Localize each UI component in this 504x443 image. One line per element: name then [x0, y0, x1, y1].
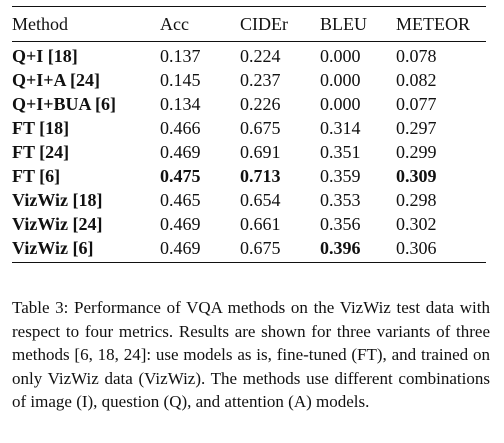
meteor-cell: 0.299 — [396, 142, 437, 162]
table-body: Q+I [18] 0.137 0.224 0.000 0.078 Q+I+A [24] 0.… — [12, 42, 486, 263]
acc-cell: 0.145 — [160, 70, 201, 90]
bleu-cell: 0.353 — [320, 190, 361, 210]
table-row: Q+I [18] 0.137 0.224 0.000 0.078 — [12, 42, 486, 69]
bleu-cell: 0.356 — [320, 214, 361, 234]
table-caption: Table 3: Performance of VQA methods on t… — [12, 298, 490, 411]
header-acc: Acc — [160, 6, 240, 42]
cider-cell: 0.675 — [240, 236, 320, 263]
bleu-cell: 0.314 — [320, 118, 361, 138]
header-meteor: METEOR — [396, 6, 486, 42]
table-row: VizWiz [24] 0.469 0.661 0.356 0.302 — [12, 212, 486, 236]
meteor-cell: 0.298 — [396, 190, 437, 210]
table-row: FT [18] 0.466 0.675 0.314 0.297 — [12, 116, 486, 140]
acc-cell: 0.469 — [160, 142, 201, 162]
meteor-cell: 0.082 — [396, 70, 437, 90]
bleu-cell: 0.351 — [320, 142, 361, 162]
meteor-cell: 0.302 — [396, 214, 437, 234]
bleu-cell: 0.000 — [320, 94, 361, 114]
table-row: VizWiz [6] 0.469 0.675 0.396 0.306 — [12, 236, 486, 263]
table-row: FT [24] 0.469 0.691 0.351 0.299 — [12, 140, 486, 164]
table-row: FT [6] 0.475 0.713 0.359 0.309 — [12, 164, 486, 188]
cider-cell: 0.226 — [240, 94, 281, 114]
cider-cell: 0.661 — [240, 214, 281, 234]
method-cell: Q+I [18] — [12, 46, 78, 66]
method-cell: FT [24] — [12, 142, 70, 162]
method-cell: VizWiz [6] — [12, 236, 160, 263]
cider-cell: 0.713 — [240, 166, 281, 186]
table-row: Q+I+A [24] 0.145 0.237 0.000 0.082 — [12, 68, 486, 92]
meteor-cell: 0.309 — [396, 166, 437, 186]
acc-cell: 0.469 — [160, 236, 240, 263]
acc-cell: 0.465 — [160, 190, 201, 210]
results-table-container: Method Acc CIDEr BLEU METEOR Q+I [18] 0.1… — [12, 6, 486, 263]
meteor-cell: 0.078 — [396, 46, 437, 66]
header-row: Method Acc CIDEr BLEU METEOR — [12, 6, 486, 42]
method-cell: Q+I+A [24] — [12, 70, 101, 90]
acc-cell: 0.475 — [160, 166, 201, 186]
meteor-cell: 0.306 — [396, 236, 486, 263]
acc-cell: 0.466 — [160, 118, 201, 138]
cider-cell: 0.691 — [240, 142, 281, 162]
meteor-cell: 0.297 — [396, 118, 437, 138]
method-cell: Q+I+BUA [6] — [12, 94, 117, 114]
method-cell: FT [18] — [12, 118, 70, 138]
cider-cell: 0.224 — [240, 46, 281, 66]
acc-cell: 0.137 — [160, 46, 201, 66]
method-cell: VizWiz [18] — [12, 190, 103, 210]
cider-cell: 0.675 — [240, 118, 281, 138]
bleu-cell: 0.000 — [320, 46, 361, 66]
table-header: Method Acc CIDEr BLEU METEOR — [12, 6, 486, 42]
header-method: Method — [12, 6, 160, 42]
header-cider: CIDEr — [240, 6, 320, 42]
cider-cell: 0.237 — [240, 70, 281, 90]
bleu-cell: 0.396 — [320, 236, 396, 263]
table-row: VizWiz [18] 0.465 0.654 0.353 0.298 — [12, 188, 486, 212]
bleu-cell: 0.359 — [320, 166, 361, 186]
method-cell: FT [6] — [12, 166, 61, 186]
method-cell: VizWiz [24] — [12, 214, 103, 234]
header-bleu: BLEU — [320, 6, 396, 42]
meteor-cell: 0.077 — [396, 94, 437, 114]
acc-cell: 0.134 — [160, 94, 201, 114]
bleu-cell: 0.000 — [320, 70, 361, 90]
table-row: Q+I+BUA [6] 0.134 0.226 0.000 0.077 — [12, 92, 486, 116]
cider-cell: 0.654 — [240, 190, 281, 210]
acc-cell: 0.469 — [160, 214, 201, 234]
results-table: Method Acc CIDEr BLEU METEOR Q+I [18] 0.1… — [12, 6, 486, 263]
